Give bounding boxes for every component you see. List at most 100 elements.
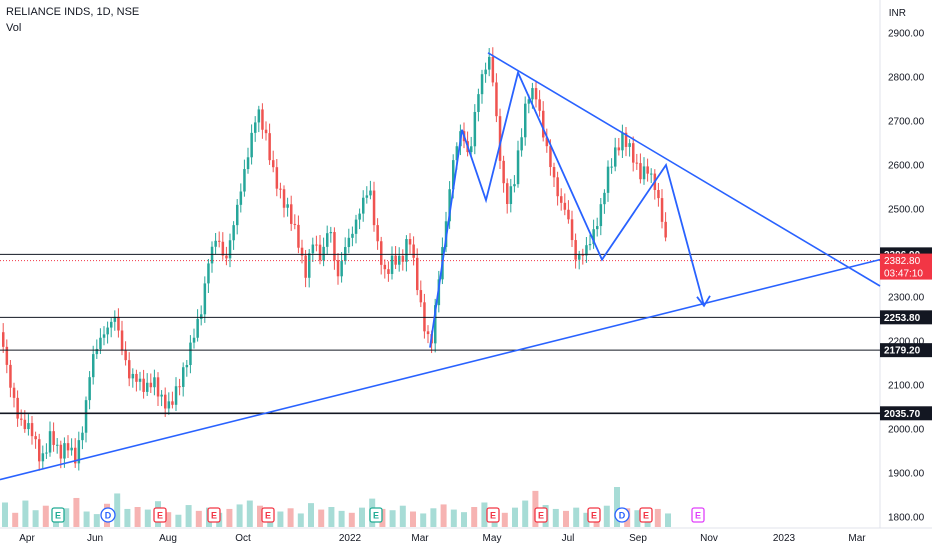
candle-body — [27, 423, 30, 430]
candle-body — [153, 377, 156, 388]
event-marker-label: D — [105, 511, 112, 521]
candle-body — [225, 255, 228, 259]
candle-body — [131, 373, 135, 379]
volume-bar — [461, 512, 467, 527]
volume-bar — [134, 507, 141, 527]
earnings-marker — [534, 507, 548, 523]
candle-body — [585, 245, 588, 256]
candle-body — [336, 260, 340, 277]
candle-body — [606, 166, 610, 193]
candle-body — [239, 191, 243, 205]
candle-body — [171, 401, 174, 405]
volume-bar — [318, 509, 325, 527]
candle-body — [178, 386, 181, 388]
candle-body — [146, 382, 149, 392]
candle-body — [200, 314, 203, 319]
candle-body — [63, 443, 66, 459]
x-tick-label: Oct — [235, 533, 251, 544]
candle-body — [290, 204, 293, 224]
candle-body — [88, 377, 91, 401]
x-tick-label: Mar — [411, 533, 429, 544]
volume-bar — [83, 511, 90, 527]
candle-body — [549, 146, 552, 168]
candle-body — [578, 254, 581, 260]
candle-body — [632, 143, 635, 163]
last-price-badge — [880, 253, 932, 280]
event-marker-label: E — [695, 511, 701, 521]
candle-body — [498, 116, 502, 161]
candle-body — [520, 137, 523, 151]
x-tick-label: 2023 — [773, 533, 796, 544]
candle-body — [639, 163, 642, 180]
earnings-marker — [587, 507, 601, 523]
x-tick-label: Jun — [87, 533, 103, 544]
volume-bar — [2, 502, 8, 527]
candle-body — [408, 239, 412, 245]
candle-body — [513, 184, 516, 187]
candle-body — [617, 147, 621, 151]
candle-body — [221, 241, 225, 256]
y-tick-label: 2900.00 — [888, 29, 925, 40]
candle-body — [38, 439, 41, 462]
volume-bar — [236, 504, 243, 527]
y-tick-label: 1900.00 — [888, 469, 925, 480]
candle-body — [534, 88, 538, 100]
candle-body — [365, 195, 369, 198]
candle-body — [581, 254, 585, 256]
candle-body — [480, 74, 484, 95]
candle-body — [506, 183, 509, 205]
x-tick-label: Aug — [159, 533, 177, 544]
candle-body — [236, 204, 239, 226]
candle-body — [574, 240, 577, 260]
candle-body — [92, 354, 95, 378]
event-marker-label: E — [373, 511, 379, 521]
volume-indicator-label[interactable]: Vol — [6, 22, 22, 34]
candle-body — [56, 444, 59, 446]
candle-body — [102, 334, 106, 338]
volume-bar — [583, 512, 590, 527]
candle-body — [484, 69, 487, 75]
candle-body — [23, 419, 27, 430]
candle-body — [362, 197, 365, 214]
candle-body — [394, 255, 397, 265]
x-tick-label: Mar — [848, 533, 866, 544]
dividend-marker — [614, 507, 630, 523]
candle-body — [603, 192, 606, 205]
candle-body — [228, 240, 232, 259]
event-marker-label: E — [211, 511, 217, 521]
candle-body — [650, 173, 653, 175]
candle-body — [621, 132, 624, 151]
volume-bar — [501, 512, 508, 527]
level-price-label: 2035.70 — [884, 409, 921, 420]
candle-body — [138, 378, 142, 382]
candle-body — [77, 440, 81, 464]
candle-body — [596, 226, 599, 230]
x-tick-label: 2022 — [339, 533, 362, 544]
candle-body — [322, 246, 325, 261]
candle-body — [279, 188, 282, 190]
level-price-badge — [880, 343, 932, 358]
volume-bar — [246, 500, 253, 527]
candle-body — [210, 246, 214, 264]
candle-body — [52, 431, 55, 445]
earnings-marker — [639, 507, 653, 523]
x-tick-label: Jul — [562, 533, 575, 544]
candle-body — [2, 332, 5, 347]
candle-body — [34, 436, 37, 440]
candle-body — [538, 99, 541, 111]
bar-countdown: 03:47:10 — [884, 269, 923, 280]
earnings-marker — [486, 507, 500, 523]
y-tick-label: 2500.00 — [888, 205, 925, 216]
candle-body — [383, 264, 387, 270]
candle-body — [110, 321, 113, 328]
candle-body — [401, 255, 405, 262]
volume-bar — [573, 507, 580, 527]
candle-body — [182, 367, 185, 387]
symbol-title[interactable]: RELIANCE INDS, 1D, NSE — [6, 6, 140, 18]
volume-bar — [410, 511, 416, 527]
candle-body — [567, 209, 570, 220]
candle-body — [293, 223, 297, 225]
x-tick-label: Apr — [19, 533, 35, 544]
